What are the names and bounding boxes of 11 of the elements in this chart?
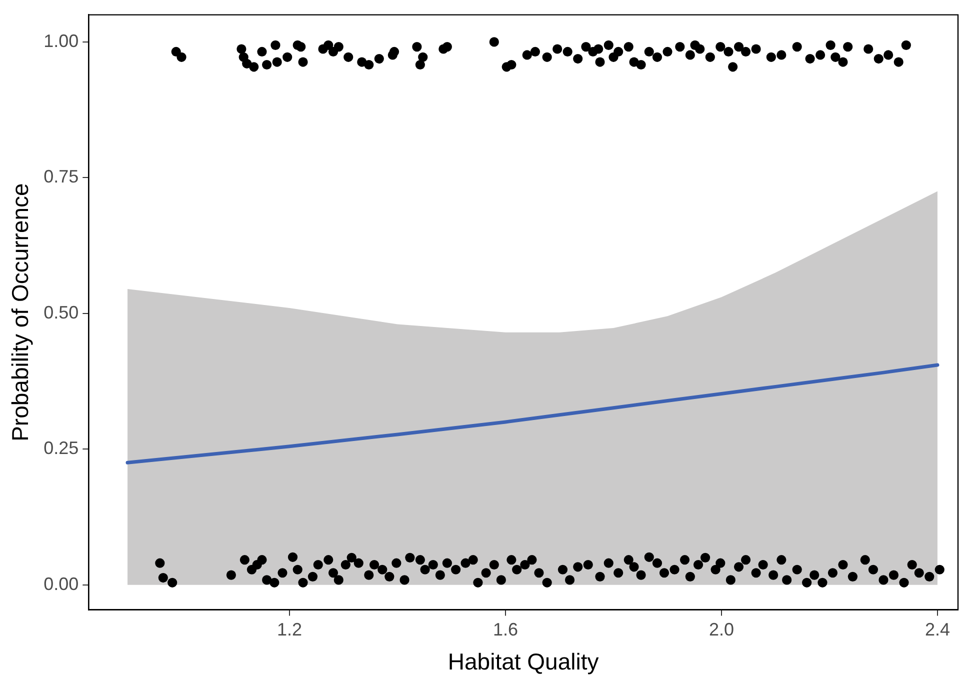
- y-tick-label: 0.75: [44, 166, 79, 187]
- y-tick-label: 1.00: [44, 30, 79, 51]
- x-axis-title: Habitat Quality: [448, 648, 600, 675]
- y-tick-label: 0.00: [44, 574, 79, 594]
- y-axis-title: Probability of Occurrence: [7, 183, 34, 442]
- x-tick-label: 1.6: [492, 620, 518, 640]
- x-tick-label: 2.0: [708, 620, 734, 640]
- x-tick-label: 2.4: [924, 620, 950, 640]
- y-tick-label: 0.50: [44, 302, 79, 322]
- y-tick-label: 0.25: [44, 438, 79, 458]
- x-tick-label: 1.2: [276, 620, 302, 640]
